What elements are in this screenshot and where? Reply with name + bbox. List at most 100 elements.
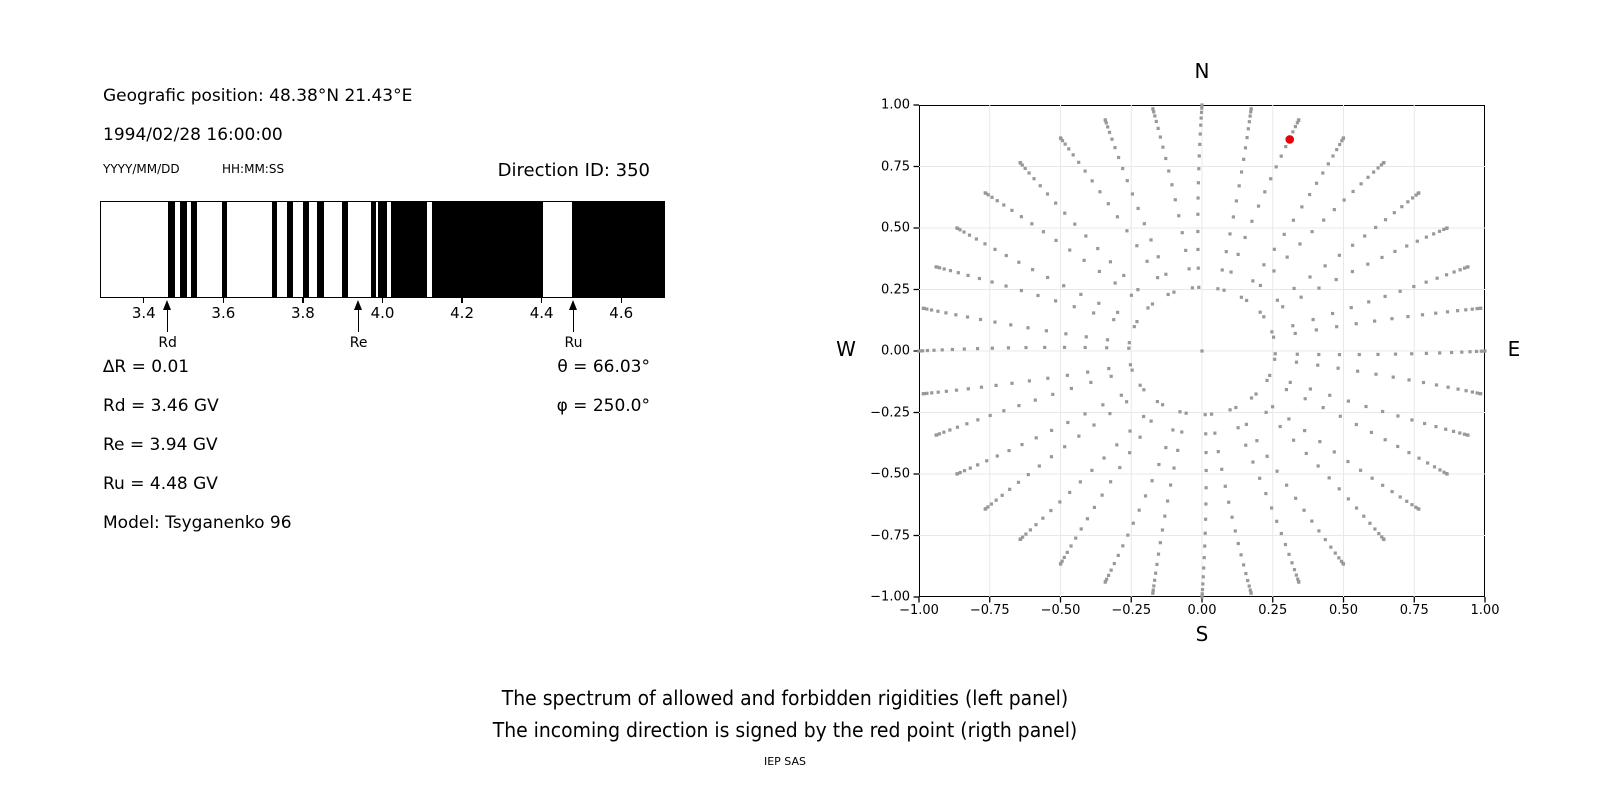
direction-grid-dot — [1150, 302, 1155, 306]
direction-grid-dot — [1106, 125, 1110, 129]
direction-grid-dot — [1239, 295, 1243, 299]
direction-grid-dot — [1373, 527, 1377, 531]
direction-grid-dot — [1249, 107, 1253, 111]
direction-grid-dot — [1300, 205, 1304, 209]
direction-grid-dot — [1160, 528, 1165, 532]
y-tick-label: −0.25 — [870, 405, 910, 420]
direction-grid-dot — [986, 193, 990, 197]
direction-grid-dot — [1406, 315, 1410, 319]
direction-grid-dot — [1204, 432, 1208, 436]
direction-grid-dot — [965, 422, 969, 426]
direction-grid-dot — [1222, 288, 1226, 292]
y-tick-label: 0.25 — [881, 282, 910, 297]
direction-grid-dot — [1483, 349, 1487, 353]
direction-grid-dot — [1318, 440, 1322, 444]
direction-grid-dot — [1021, 535, 1025, 539]
direction-grid-dot — [1424, 351, 1429, 355]
direction-grid-dot — [1152, 584, 1156, 588]
direction-grid-dot — [1156, 255, 1160, 259]
direction-grid-dot — [1234, 405, 1238, 410]
direction-scatter-plot — [913, 103, 1487, 603]
axis-tick-label: 3.6 — [211, 304, 236, 322]
direction-grid-dot — [990, 195, 994, 199]
y-tick-label: 0.50 — [881, 220, 910, 236]
direction-grid-dot — [1382, 160, 1386, 165]
direction-grid-dot — [1184, 411, 1188, 415]
direction-grid-dot — [1464, 389, 1468, 393]
direction-grid-dot — [1201, 575, 1205, 579]
direction-grid-dot — [966, 387, 970, 391]
direction-grid-dot — [1479, 306, 1483, 310]
direction-grid-dot — [1108, 411, 1112, 416]
direction-grid-dot — [1334, 277, 1338, 282]
direction-grid-dot — [1069, 386, 1073, 391]
direction-grid-dot — [1203, 413, 1207, 417]
direction-grid-dot — [948, 269, 953, 273]
direction-grid-dot — [979, 385, 984, 389]
direction-grid-dot — [1249, 110, 1253, 114]
direction-grid-dot — [1244, 443, 1248, 447]
direction-grid-dot — [1198, 132, 1202, 136]
direction-grid-dot — [1479, 349, 1483, 353]
direction-grid-dot — [1086, 370, 1090, 374]
direction-grid-dot — [1143, 494, 1148, 498]
direction-grid-dot — [1258, 283, 1263, 288]
direction-grid-dot — [1146, 306, 1150, 310]
direction-grid-dot — [942, 267, 946, 271]
direction-grid-dot — [1150, 479, 1154, 483]
cutoff-arrow-stem-re — [357, 309, 360, 332]
direction-grid-dot — [1028, 528, 1032, 532]
direction-grid-dot — [1244, 422, 1249, 426]
x-tick-label: 0.50 — [1329, 603, 1358, 618]
direction-grid-dot — [1105, 346, 1109, 350]
direction-grid-dot — [1125, 179, 1129, 183]
direction-grid-dot — [1172, 466, 1176, 470]
direction-grid-dot — [1128, 429, 1132, 433]
direction-grid-dot — [1327, 476, 1331, 480]
direction-grid-dot — [1432, 465, 1437, 469]
direction-grid-dot — [1227, 500, 1231, 504]
direction-grid-dot — [1062, 284, 1066, 288]
direction-grid-dot — [1201, 582, 1205, 586]
direction-grid-dot — [1107, 130, 1112, 134]
direction-grid-dot — [1067, 147, 1071, 151]
direction-grid-dot — [962, 230, 966, 234]
axis-tick-label: 4.2 — [450, 304, 474, 322]
direction-grid-dot — [989, 502, 994, 506]
allowed-rigidity-band — [167, 202, 175, 297]
axis-tick — [620, 298, 622, 303]
allowed-rigidity-band — [303, 202, 310, 297]
direction-grid-dot — [1258, 476, 1262, 480]
direction-grid-dot — [1054, 238, 1058, 243]
direction-grid-dot — [1310, 230, 1314, 234]
direction-grid-dot — [1049, 455, 1054, 459]
direction-grid-dot — [1247, 120, 1251, 124]
direction-grid-dot — [1243, 146, 1248, 150]
direction-grid-dot — [1228, 408, 1232, 412]
direction-grid-dot — [1165, 499, 1170, 503]
direction-grid-dot — [1213, 431, 1217, 435]
direction-grid-dot — [1199, 116, 1203, 120]
direction-grid-dot — [1271, 405, 1275, 409]
direction-grid-dot — [1398, 289, 1402, 293]
direction-grid-dot — [1354, 322, 1358, 326]
direction-grid-dot — [1000, 493, 1004, 497]
direction-grid-dot — [1098, 190, 1102, 194]
direction-grid-dot — [1438, 468, 1442, 472]
incoming-direction-red-point — [1285, 135, 1295, 144]
direction-grid-dot — [1279, 154, 1283, 158]
cutoff-arrow-head-ru — [568, 300, 577, 310]
phi-value: φ = 250.0° — [556, 396, 650, 416]
direction-grid-dot — [1132, 325, 1136, 329]
direction-grid-dot — [1196, 247, 1200, 252]
axis-tick-label: 4.0 — [370, 304, 395, 322]
direction-grid-dot — [1242, 157, 1246, 161]
x-tick-label: −0.75 — [969, 603, 1010, 618]
direction-grid-dot — [1154, 119, 1158, 124]
direction-grid-dot — [1396, 414, 1400, 418]
direction-grid-dot — [934, 433, 938, 437]
direction-grid-dot — [1383, 218, 1388, 222]
direction-grid-dot — [1264, 410, 1268, 414]
direction-grid-dot — [1256, 204, 1261, 208]
